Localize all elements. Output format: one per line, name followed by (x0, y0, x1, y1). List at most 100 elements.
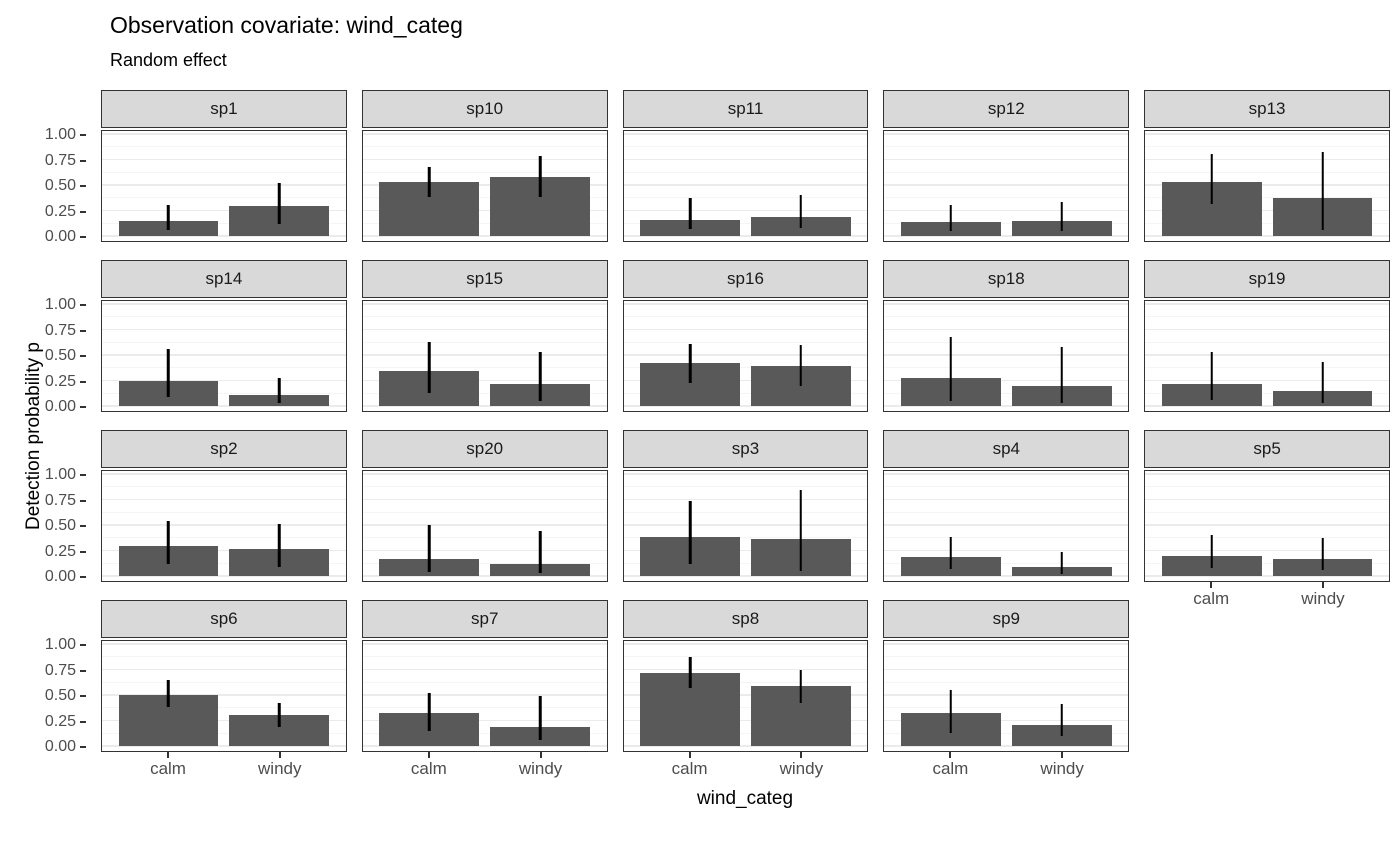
gridline-minor (362, 537, 607, 539)
y-tick-label: 1.00 (44, 466, 76, 483)
gridline-minor (1145, 562, 1389, 564)
facet-panel (622, 640, 869, 752)
y-tick-label: 1.00 (44, 126, 76, 143)
facet-strip: sp7 (361, 600, 608, 638)
y-tick-mark (80, 550, 86, 553)
x-tick-mark (539, 752, 542, 758)
x-tick-label: calm (150, 759, 186, 778)
gridline-minor (102, 316, 346, 318)
errorbar-windy (278, 524, 281, 567)
gridline-minor (1145, 392, 1389, 394)
x-tick-label: windy (258, 759, 302, 778)
errorbar-windy (1060, 551, 1063, 574)
gridline-major (362, 209, 607, 212)
gridline-major (1145, 524, 1389, 526)
errorbar-windy (799, 490, 803, 571)
errorbar-calm (949, 537, 953, 569)
facet-sp10: sp10 (361, 90, 608, 242)
gridline-major (102, 473, 346, 475)
errorbar-windy (1060, 346, 1063, 403)
facet-strip: sp10 (361, 90, 608, 128)
y-tick-mark (80, 746, 86, 748)
facet-sp16: sp16 (622, 260, 869, 412)
gridline-major (623, 133, 868, 135)
gridline-major (884, 473, 1129, 475)
gridline-major (884, 745, 1129, 747)
gridline-major (884, 524, 1129, 526)
gridline-minor (1145, 486, 1389, 488)
gridline-minor (362, 367, 607, 369)
gridline-minor (884, 656, 1129, 658)
gridline-minor (102, 681, 346, 683)
y-axis-gutter: 0.00 0.25 0.50 0.75 1.00 (30, 430, 86, 585)
gridline-minor (623, 511, 868, 513)
gridline-major (884, 719, 1129, 722)
errorbar-windy (799, 195, 803, 228)
gridline-minor (884, 562, 1129, 564)
y-tick-mark (80, 134, 86, 136)
gridline-major (623, 549, 868, 552)
gridline-major (623, 379, 868, 382)
facet-sp20: sp20 (361, 430, 608, 582)
gridline-major (102, 303, 346, 305)
gridline-minor (1145, 222, 1389, 224)
facet-row: 0.00 0.25 0.50 0.75 1.00 sp6 calm windy sp7 calm w… (30, 600, 1390, 778)
x-tick-mark (278, 752, 281, 758)
facet-sp1: sp1 (101, 90, 347, 242)
y-tick-label: 0.50 (44, 177, 76, 194)
gridline-major (1145, 209, 1389, 212)
gridline-minor (884, 732, 1129, 734)
gridline-minor (102, 486, 346, 488)
gridline-major (102, 745, 346, 747)
gridline-minor (623, 222, 868, 224)
gridline-major (362, 158, 607, 161)
gridline-minor (623, 707, 868, 709)
x-axis: calm windy (362, 752, 608, 784)
facet-strip: sp20 (361, 430, 608, 468)
y-tick-mark (80, 499, 86, 502)
gridline-major (102, 524, 346, 526)
gridline-minor (362, 316, 607, 318)
errorbar-calm (167, 520, 170, 564)
gridline-major (884, 549, 1129, 552)
gridline-major (362, 303, 607, 305)
errorbar-windy (538, 156, 542, 198)
facet-strip-label: sp12 (987, 99, 1025, 118)
facet-strip: sp12 (883, 90, 1130, 128)
y-tick-mark (80, 576, 86, 578)
y-tick-label: 0.75 (44, 151, 76, 169)
gridline-minor (102, 197, 346, 199)
gridline-major (623, 473, 868, 475)
gridline-major (623, 524, 868, 526)
y-axis-gutter: 0.00 0.25 0.50 0.75 1.00 (30, 90, 86, 245)
errorbar-calm (688, 657, 692, 688)
gridline-minor (884, 707, 1129, 709)
x-tick-label: windy (518, 759, 563, 778)
gridline-minor (884, 486, 1129, 488)
gridline-major (1145, 575, 1389, 577)
gridline-minor (623, 656, 868, 658)
y-tick-label: 0.00 (44, 568, 76, 585)
gridline-major (102, 643, 346, 645)
facet-strip: sp9 (883, 600, 1130, 638)
gridline-major (102, 209, 346, 212)
facet-sp5: sp5 calm windy (1144, 430, 1390, 608)
gridline-minor (362, 146, 607, 148)
gridline-major (1145, 354, 1389, 356)
y-tick-label: 0.25 (44, 712, 76, 730)
gridline-major (362, 668, 607, 671)
facet-strip: sp13 (1144, 90, 1390, 128)
x-tick-mark (1210, 582, 1213, 588)
facet-strip: sp15 (361, 260, 608, 298)
facet-panel (101, 130, 347, 242)
errorbar-calm (428, 692, 431, 731)
facet-strip: sp16 (622, 260, 869, 298)
gridline-minor (623, 341, 868, 343)
x-tick-mark (427, 752, 430, 758)
y-tick-mark (80, 355, 86, 357)
x-tick-mark (1061, 752, 1064, 758)
gridline-major (623, 575, 868, 577)
facet-sp14: sp14 (101, 260, 347, 412)
facet-panel (101, 300, 347, 412)
